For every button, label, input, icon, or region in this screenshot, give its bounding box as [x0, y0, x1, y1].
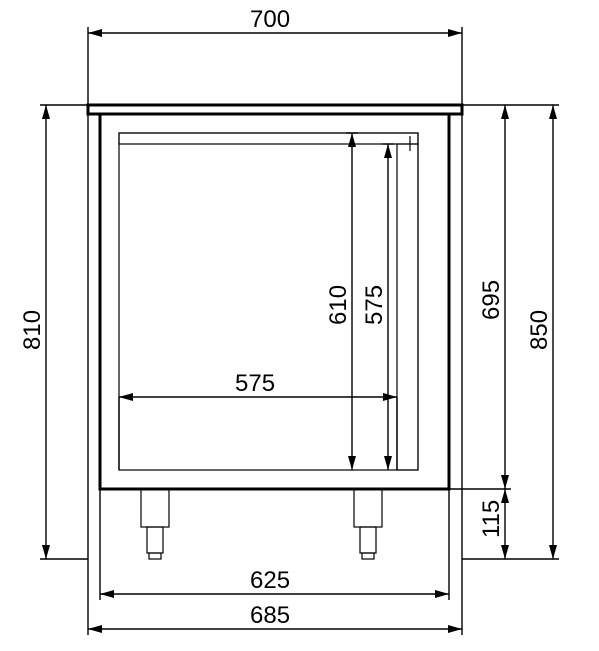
dim-inner_575w: 575 [235, 370, 275, 397]
dim-top_700: 700 [250, 6, 290, 33]
dim-bot_685: 685 [250, 602, 290, 629]
dim-bot_625: 625 [250, 567, 290, 594]
dim-right_695: 695 [478, 280, 505, 320]
dim-inner_610: 610 [325, 285, 352, 325]
dim-right_115: 115 [478, 500, 505, 538]
dim-inner_575h: 575 [361, 285, 388, 325]
dim-left_810: 810 [19, 310, 46, 350]
dim-right_850: 850 [526, 310, 553, 350]
